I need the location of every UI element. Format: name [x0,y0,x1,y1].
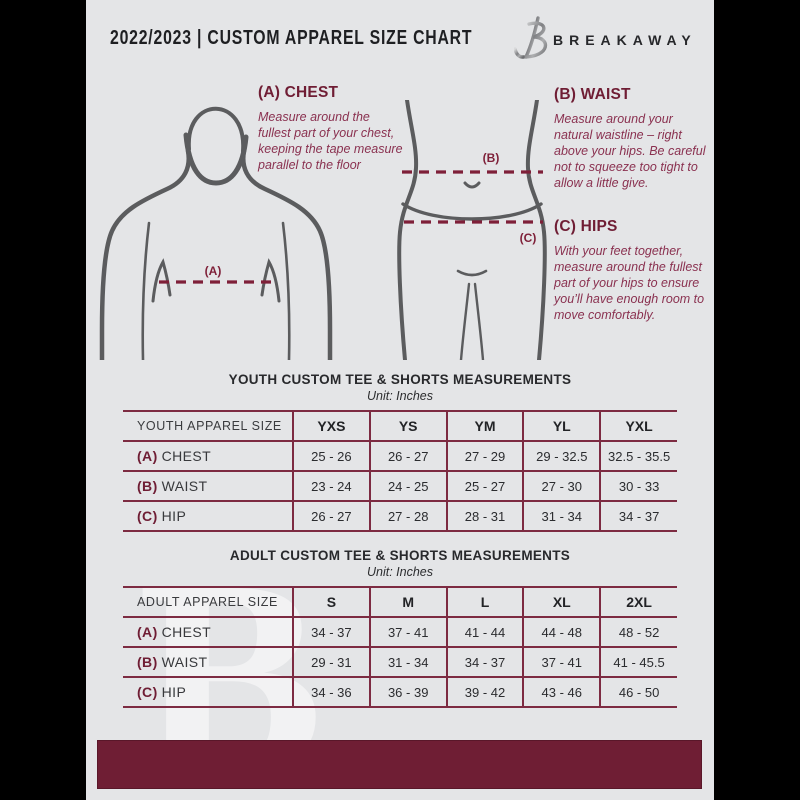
waist-guide: (B) WAIST Measure around your natural wa… [554,86,708,191]
cell-value: 31 - 34 [522,501,601,531]
cell-value: 30 - 33 [599,471,677,502]
cell-value: 27 - 28 [368,501,447,531]
table-row: (A) CHEST 34 - 37 37 - 41 41 - 44 44 - 48… [123,617,677,648]
cell-value: 34 - 37 [292,617,370,648]
cell-value: 29 - 32.5 [522,441,601,472]
cell-value: 44 - 48 [522,617,601,648]
cell-value: 29 - 31 [292,647,370,678]
table-row: (C) HIP 26 - 27 27 - 28 28 - 31 31 - 34 3… [123,501,677,531]
cell-value: 27 - 30 [522,471,601,502]
cell-value: 43 - 46 [522,677,601,707]
size-col-header: YXS [292,411,370,442]
size-col-header: XL [522,587,601,618]
cell-value: 23 - 24 [292,471,370,502]
cell-value: 34 - 36 [292,677,370,707]
cell-value: 36 - 39 [368,677,447,707]
hips-guide: (C) HIPS With your feet together, measur… [554,218,714,323]
cell-value: 46 - 50 [599,677,677,707]
torso-illustration: (A) [99,106,333,360]
size-col-header: 2XL [599,587,677,618]
cell-value: 41 - 44 [445,617,524,648]
table-row: (A) CHEST 25 - 26 26 - 27 27 - 29 29 - 32… [123,441,677,472]
chest-guide: (A) CHEST Measure around the fullest par… [258,84,404,174]
size-col-header: YM [445,411,524,442]
cell-value: 41 - 45.5 [599,647,677,678]
cell-value: 34 - 37 [445,647,524,678]
footer-accent-bar [97,740,702,789]
youth-section-title: YOUTH CUSTOM TEE & SHORTS MEASUREMENTS [228,372,572,387]
hips-guide-heading: (C) HIPS [554,218,618,235]
youth-size-label: YOUTH APPAREL SIZE [123,411,293,442]
table-row: (B) WAIST 29 - 31 31 - 34 34 - 37 37 - 41… [123,647,677,678]
row-label-chest: (A) CHEST [123,617,293,648]
size-col-header: YL [522,411,601,442]
cell-value: 37 - 41 [368,617,447,648]
youth-section-unit: Unit: Inches [366,389,433,403]
cell-value: 25 - 27 [445,471,524,502]
cell-value: 27 - 29 [445,441,524,472]
size-col-header: YXL [599,411,677,442]
cell-value: 24 - 25 [368,471,447,502]
table-header-row: YOUTH APPAREL SIZE YXS YS YM YL YXL [123,411,677,442]
size-chart-page: 2022/2023 | CUSTOM APPAREL SIZE CHART BR… [86,0,714,800]
adult-section-title: ADULT CUSTOM TEE & SHORTS MEASUREMENTS [229,548,571,563]
adult-size-label: ADULT APPAREL SIZE [123,587,293,618]
cell-value: 28 - 31 [445,501,524,531]
cell-value: 32.5 - 35.5 [599,441,677,472]
size-col-header: M [368,587,447,618]
cell-value: 26 - 27 [292,501,370,531]
chest-line-label: (A) [205,264,222,278]
cell-value: 25 - 26 [292,441,370,472]
youth-size-table: YOUTH APPAREL SIZE YXS YS YM YL YXL (A) C… [123,410,677,532]
row-label-waist: (B) WAIST [123,471,293,502]
table-row: (B) WAIST 23 - 24 24 - 25 25 - 27 27 - 30… [123,471,677,502]
row-label-chest: (A) CHEST [123,441,293,472]
table-header-row: ADULT APPAREL SIZE S M L XL 2XL [123,587,677,618]
waist-guide-text: Measure around your natural waistline – … [554,112,706,190]
cell-value: 48 - 52 [599,617,677,648]
cell-value: 26 - 27 [368,441,447,472]
waist-guide-heading: (B) WAIST [554,86,631,103]
size-col-header: YS [368,411,447,442]
adult-section-unit: Unit: Inches [366,565,433,579]
hips-line-label: (C) [520,231,537,245]
cell-value: 37 - 41 [522,647,601,678]
breakaway-b-icon [514,16,548,59]
page-title: 2022/2023 | CUSTOM APPAREL SIZE CHART [110,27,473,49]
size-col-header: S [292,587,370,618]
row-label-hip: (C) HIP [137,508,187,524]
waist-line-label: (B) [483,151,500,165]
row-label-waist: (B) WAIST [123,647,293,678]
size-col-header: L [445,587,524,618]
table-row: (C) HIP 34 - 36 36 - 39 39 - 42 43 - 46 4… [123,677,677,707]
hips-illustration: (B) (C) [397,100,547,360]
row-label-hip: (C) HIP [137,684,187,700]
brand-name: BREAKAWAY [553,32,697,48]
chest-guide-text: Measure around the fullest part of your … [258,110,403,172]
cell-value: 39 - 42 [445,677,524,707]
chest-guide-heading: (A) CHEST [258,84,339,101]
hips-guide-text: With your feet together, measure around … [554,244,705,322]
cell-value: 31 - 34 [368,647,447,678]
cell-value: 34 - 37 [599,501,677,531]
adult-size-table: ADULT APPAREL SIZE S M L XL 2XL (A) CHEST… [123,586,677,708]
